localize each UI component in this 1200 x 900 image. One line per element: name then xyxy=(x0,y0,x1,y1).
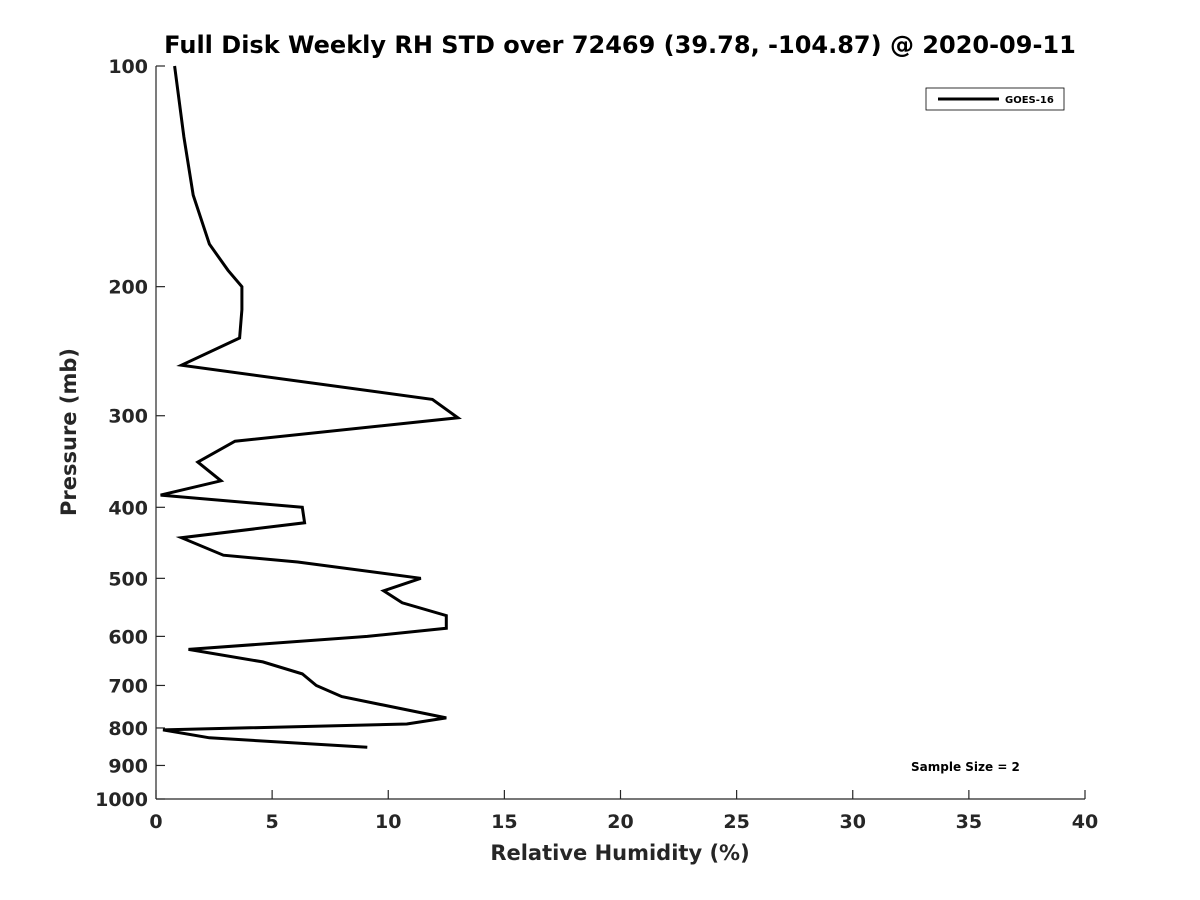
y-tick-label: 500 xyxy=(108,568,148,590)
y-tick-label: 600 xyxy=(108,626,148,648)
chart-title: Full Disk Weekly RH STD over 72469 (39.7… xyxy=(164,31,1076,59)
x-tick-label: 15 xyxy=(491,811,517,833)
x-tick-label: 10 xyxy=(375,811,401,833)
x-tick-label: 20 xyxy=(607,811,633,833)
plot-area xyxy=(156,66,1085,799)
legend-label-goes-16: GOES-16 xyxy=(1005,95,1054,106)
y-tick-label: 300 xyxy=(108,406,148,428)
y-tick-label: 1000 xyxy=(95,789,148,811)
x-tick-label: 5 xyxy=(266,811,279,833)
sample-size-annotation: Sample Size = 2 xyxy=(911,760,1020,774)
series-layer xyxy=(160,65,462,749)
y-axis-label: Pressure (mb) xyxy=(57,348,81,516)
x-ticks: 0 5 10 15 20 25 30 35 40 xyxy=(149,790,1098,833)
x-tick-label: 25 xyxy=(723,811,749,833)
x-tick-label: 0 xyxy=(149,811,162,833)
x-tick-label: 35 xyxy=(956,811,982,833)
series-line-goes-16 xyxy=(160,65,462,749)
y-tick-label: 700 xyxy=(108,675,148,697)
y-tick-label: 800 xyxy=(108,718,148,740)
x-tick-label: 30 xyxy=(840,811,866,833)
y-tick-label: 900 xyxy=(108,755,148,777)
y-tick-label: 100 xyxy=(108,56,148,78)
y-tick-label: 200 xyxy=(108,277,148,299)
x-axis-label: Relative Humidity (%) xyxy=(490,841,749,865)
y-ticks: 100 200 300 400 500 600 700 800 900 1000 xyxy=(95,56,165,811)
y-tick-label: 400 xyxy=(108,497,148,519)
legend: GOES-16 xyxy=(925,87,1065,111)
x-tick-label: 40 xyxy=(1072,811,1098,833)
